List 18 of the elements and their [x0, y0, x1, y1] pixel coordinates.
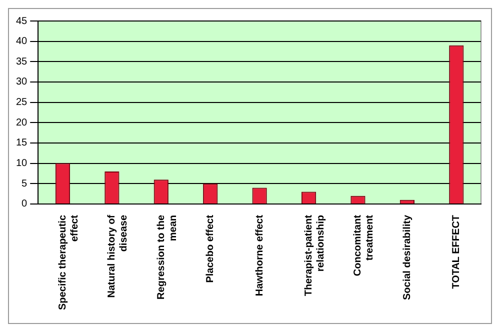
- y-tick-label: 5: [22, 178, 28, 190]
- y-tick-label: 15: [16, 138, 28, 149]
- x-tick-label: Hawthorne effect: [254, 214, 266, 296]
- x-tick-label: TOTAL EFFECT: [451, 214, 462, 289]
- x-tick-label: Regression to the mean: [156, 214, 179, 300]
- x-tick-label: Therapist-patient relationship: [304, 214, 327, 296]
- x-tick-label: Specific therapeutic effect: [57, 214, 80, 310]
- x-tick-label: Social desirability: [402, 214, 413, 300]
- y-tick-label: 10: [16, 158, 28, 170]
- y-tick-label: 0: [22, 198, 28, 210]
- y-tick-label: 25: [16, 97, 28, 108]
- x-tick-label: Placebo effect: [205, 214, 216, 283]
- y-tick-label: 20: [16, 117, 28, 128]
- y-tick-label: 35: [16, 56, 28, 68]
- y-tick-label: 45: [16, 16, 28, 27]
- y-tick-label: 30: [16, 76, 28, 88]
- x-tick-label: Natural history of disease: [106, 214, 130, 298]
- y-tick-label: 40: [16, 36, 28, 48]
